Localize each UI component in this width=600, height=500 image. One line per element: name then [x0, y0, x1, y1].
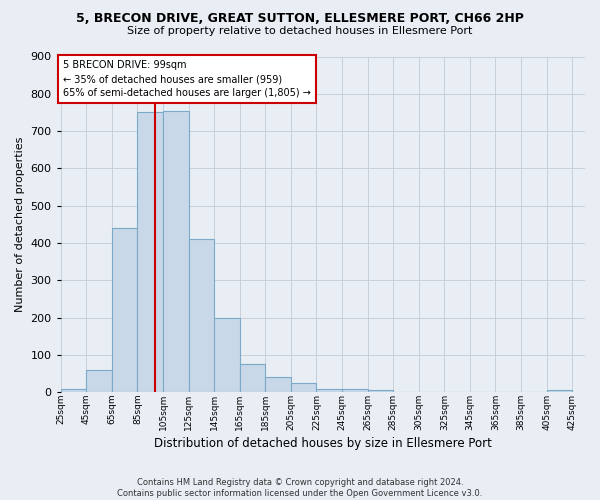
Text: Contains HM Land Registry data © Crown copyright and database right 2024.
Contai: Contains HM Land Registry data © Crown c… [118, 478, 482, 498]
Bar [240, 364, 265, 392]
Bar [547, 390, 572, 392]
Bar [112, 228, 137, 392]
X-axis label: Distribution of detached houses by size in Ellesmere Port: Distribution of detached houses by size … [154, 437, 492, 450]
Bar [316, 388, 342, 392]
Bar [188, 240, 214, 392]
Bar [86, 370, 112, 392]
Y-axis label: Number of detached properties: Number of detached properties [15, 136, 25, 312]
Text: Size of property relative to detached houses in Ellesmere Port: Size of property relative to detached ho… [127, 26, 473, 36]
Bar [137, 112, 163, 392]
Bar [214, 318, 240, 392]
Bar [163, 110, 188, 392]
Bar [368, 390, 393, 392]
Text: 5, BRECON DRIVE, GREAT SUTTON, ELLESMERE PORT, CH66 2HP: 5, BRECON DRIVE, GREAT SUTTON, ELLESMERE… [76, 12, 524, 26]
Bar [61, 388, 86, 392]
Bar [291, 383, 316, 392]
Bar [342, 388, 368, 392]
Bar [265, 378, 291, 392]
Text: 5 BRECON DRIVE: 99sqm
← 35% of detached houses are smaller (959)
65% of semi-det: 5 BRECON DRIVE: 99sqm ← 35% of detached … [63, 60, 311, 98]
